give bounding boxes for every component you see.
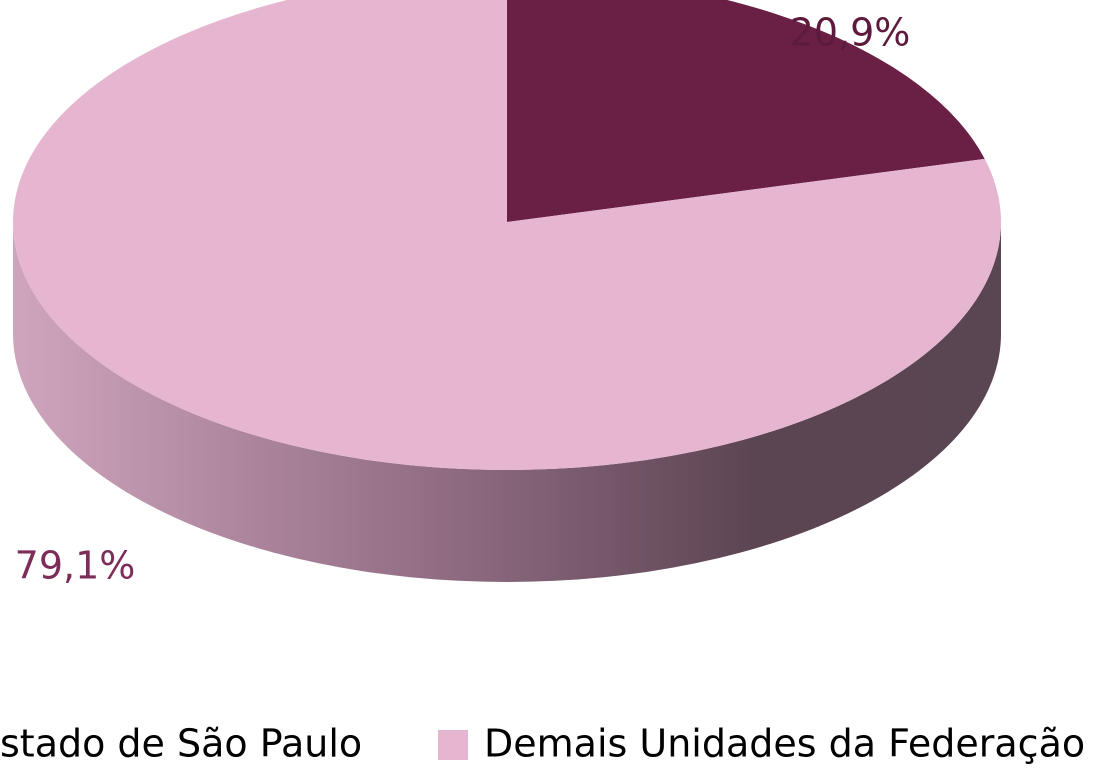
pie-side xyxy=(13,222,1001,582)
legend-label: Demais Unidades da Federação xyxy=(484,722,1085,766)
data-label: 20,9% xyxy=(790,11,911,55)
pie-slice xyxy=(13,0,1001,470)
legend-label: stado de São Paulo xyxy=(0,722,362,766)
data-label: 79,1% xyxy=(15,544,136,588)
pie-slice xyxy=(507,0,985,222)
legend-swatch xyxy=(438,730,468,760)
